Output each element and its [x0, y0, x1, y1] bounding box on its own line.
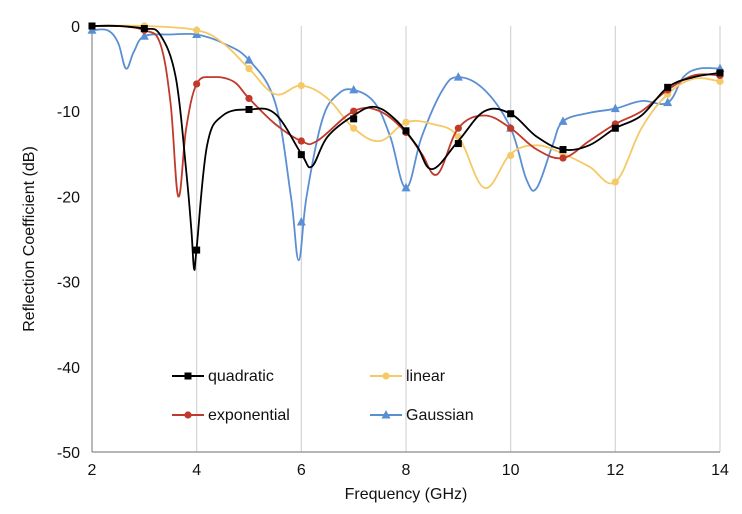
point-gaussian: [244, 55, 254, 64]
legend-item-linear: linear: [370, 368, 446, 385]
x-axis-title: Frequency (GHz): [345, 486, 468, 503]
point-exponential: [297, 137, 305, 145]
point-quadratic: [716, 69, 724, 77]
point-quadratic: [664, 83, 672, 91]
legend-item-gaussian: Gaussian: [370, 407, 474, 424]
axes: [91, 26, 720, 453]
point-quadratic: [559, 146, 567, 154]
point-quadratic: [507, 110, 515, 118]
point-quadratic: [454, 140, 462, 148]
point-quadratic: [193, 246, 201, 254]
legend-label-gaussian: Gaussian: [406, 407, 474, 424]
point-linear: [193, 26, 201, 34]
legend-marker-linear: [382, 372, 390, 380]
point-gaussian: [349, 84, 359, 94]
point-quadratic: [140, 25, 148, 33]
x-tick-label: 2: [88, 462, 97, 479]
point-quadratic: [611, 124, 619, 132]
legend-marker-gaussian: [381, 410, 391, 419]
legend-item-exponential: exponential: [172, 407, 290, 424]
y-tick-label: -50: [57, 445, 80, 462]
point-quadratic: [350, 115, 358, 123]
y-tick-label: -20: [57, 189, 80, 206]
point-linear: [350, 124, 358, 132]
point-gaussian: [453, 72, 463, 81]
y-axis-title: Reflection Coefficient (dB): [21, 146, 38, 332]
point-gaussian: [139, 31, 149, 40]
point-quadratic: [245, 105, 253, 113]
point-quadratic: [297, 151, 305, 159]
point-exponential: [350, 107, 358, 115]
legend-label-exponential: exponential: [208, 407, 290, 424]
point-exponential: [245, 94, 253, 103]
grid-lines: [196, 26, 721, 452]
series-line-linear: [91, 24, 721, 189]
point-gaussian: [401, 182, 411, 192]
point-linear: [507, 151, 515, 160]
point-linear: [402, 118, 410, 126]
point-gaussian: [610, 103, 620, 113]
point-linear: [611, 178, 619, 186]
point-exponential: [193, 80, 201, 88]
point-gaussian: [558, 116, 568, 125]
point-linear: [297, 82, 305, 90]
point-linear: [716, 77, 724, 85]
point-quadratic: [88, 22, 96, 30]
legend-label-quadratic: quadratic: [208, 368, 274, 385]
series-line-exponential: [91, 24, 721, 198]
point-gaussian: [296, 216, 306, 226]
point-exponential: [454, 124, 462, 132]
legend-marker-exponential: [184, 411, 192, 419]
x-tick-label: 6: [297, 462, 306, 479]
series-quadratic: [88, 22, 724, 271]
tick-labels: 2 4 6 8 10 12 14 0 -10 -20 -30 -40 -50: [57, 19, 729, 479]
legend-item-quadratic: quadratic: [172, 368, 274, 385]
legend-marker-quadratic: [184, 372, 192, 380]
x-tick-label: 10: [502, 462, 520, 479]
y-tick-label: 0: [71, 19, 80, 36]
point-quadratic: [402, 127, 410, 135]
x-tick-label: 14: [711, 462, 729, 479]
y-tick-label: -30: [57, 275, 80, 292]
point-exponential: [507, 124, 515, 132]
legend-label-linear: linear: [406, 368, 446, 385]
point-exponential: [559, 154, 567, 162]
series-group: [87, 22, 725, 271]
x-tick-label: 4: [192, 462, 201, 479]
y-tick-label: -10: [57, 104, 80, 121]
legend: quadratic linear exponential Gaussian: [172, 368, 474, 424]
series-line-quadratic: [91, 24, 721, 271]
x-tick-label: 12: [606, 462, 624, 479]
y-tick-label: -40: [57, 360, 80, 377]
point-gaussian: [663, 97, 673, 107]
point-linear: [245, 65, 253, 73]
x-tick-label: 8: [402, 462, 411, 479]
